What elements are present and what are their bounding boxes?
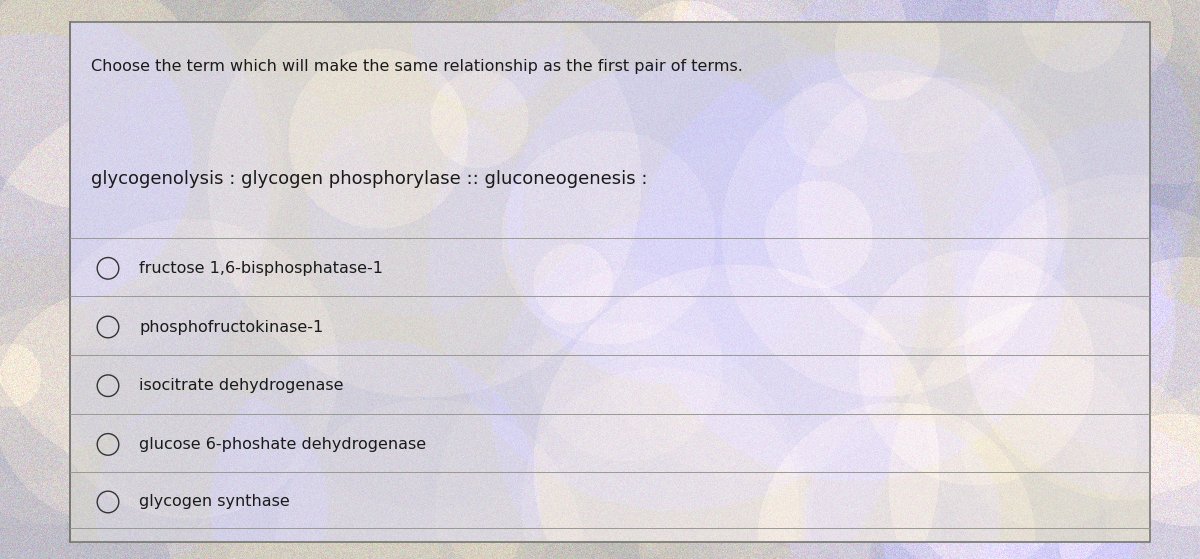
- Text: glycogenolysis : glycogen phosphorylase :: gluconeogenesis :: glycogenolysis : glycogen phosphorylase …: [91, 170, 648, 188]
- FancyBboxPatch shape: [70, 22, 1150, 542]
- Text: isocitrate dehydrogenase: isocitrate dehydrogenase: [139, 378, 343, 393]
- Text: glycogen synthase: glycogen synthase: [139, 495, 290, 509]
- Text: Choose the term which will make the same relationship as the first pair of terms: Choose the term which will make the same…: [91, 59, 743, 74]
- Text: fructose 1,6-bisphosphatase-1: fructose 1,6-bisphosphatase-1: [139, 261, 383, 276]
- Text: phosphofructokinase-1: phosphofructokinase-1: [139, 320, 324, 334]
- Text: glucose 6-phoshate dehydrogenase: glucose 6-phoshate dehydrogenase: [139, 437, 426, 452]
